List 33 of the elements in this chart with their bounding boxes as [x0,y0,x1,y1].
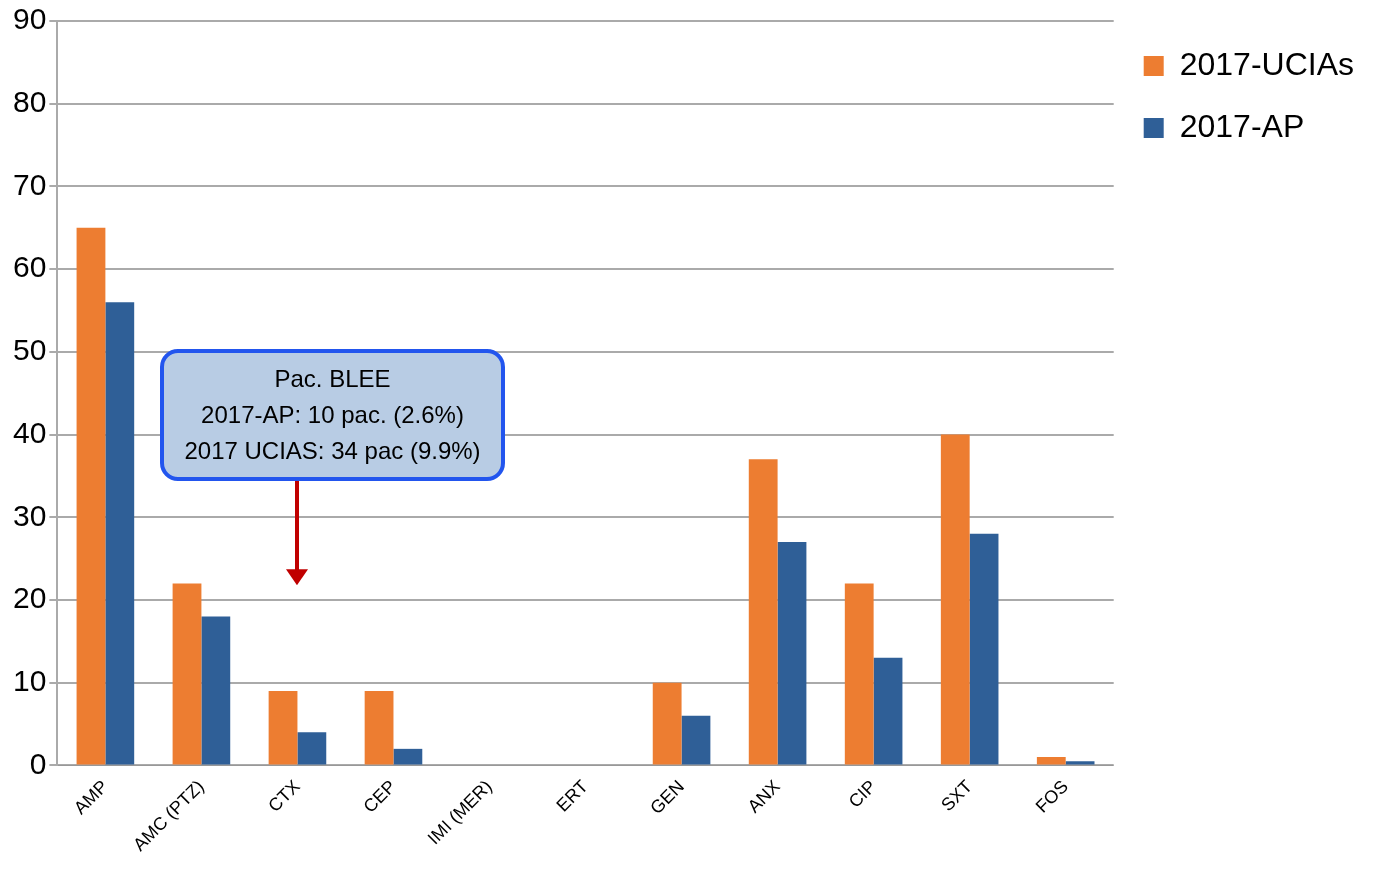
y-tick-label: 80 [12,84,47,118]
bar [105,302,135,765]
x-tick-label: CEP [359,776,400,817]
bar [969,533,999,765]
legend-label: 2017-AP [1179,107,1305,144]
bar [297,732,327,765]
bar [844,583,874,765]
x-tick-label: CIP [844,776,880,812]
y-tick-label: 70 [12,167,47,201]
y-tick-label: 60 [12,250,47,284]
bar [268,690,298,765]
bar [777,542,807,765]
bar [652,682,682,765]
bar [201,616,231,765]
bar [393,748,423,765]
bar [1065,761,1095,765]
bar [364,690,394,765]
y-tick-label: 20 [12,581,47,615]
y-tick-label: 0 [29,746,47,780]
bar [76,227,106,765]
bar [940,434,970,765]
legend-label: 2017-UCIAs [1179,45,1354,82]
y-tick-label: 10 [12,663,47,697]
bar [681,715,711,765]
bar [172,583,202,765]
bar [748,459,778,765]
bar [873,657,903,765]
y-tick-label: 40 [12,415,47,449]
y-tick-label: 90 [12,2,47,36]
annotation: Pac. BLEE 2017-AP: 10 pac. (2.6%) 2017 UCIAS: 34 pac (9.9%) [160,348,505,481]
y-tick-label: 30 [12,498,47,532]
bar [1036,757,1066,765]
y-tick-label: 50 [12,333,47,367]
